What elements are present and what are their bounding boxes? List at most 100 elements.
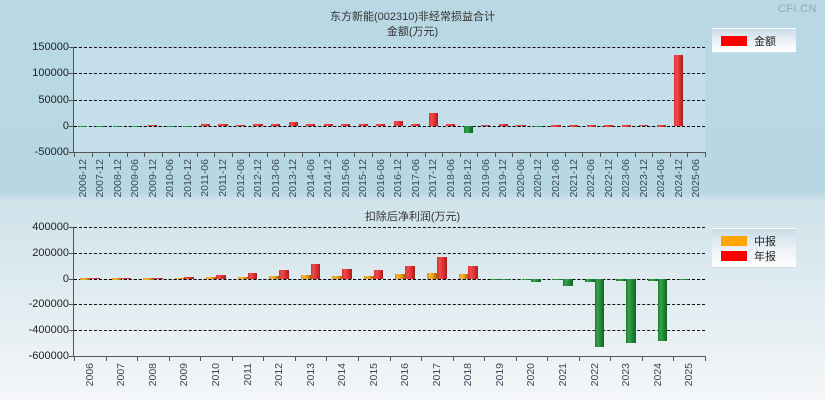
bar[interactable]: [584, 278, 595, 282]
bar[interactable]: [310, 264, 321, 279]
bar[interactable]: [200, 124, 210, 126]
legend-item-amount[interactable]: 金额: [721, 33, 785, 48]
bar[interactable]: [148, 124, 158, 127]
bar[interactable]: [235, 124, 246, 127]
bar[interactable]: [674, 54, 684, 126]
bar[interactable]: [206, 277, 216, 279]
x-axis-tick-mark: [196, 152, 198, 157]
bar[interactable]: [553, 278, 563, 281]
legend-item-annual[interactable]: 年报: [721, 248, 785, 263]
bar[interactable]: [247, 273, 258, 279]
bar[interactable]: [358, 124, 368, 126]
x-axis-tick-mark: [599, 152, 601, 157]
bar[interactable]: [626, 278, 636, 344]
bar[interactable]: [468, 266, 479, 279]
bar[interactable]: [300, 275, 311, 279]
bar[interactable]: [363, 276, 374, 279]
x-axis-tick-label: 2014-06: [304, 159, 317, 198]
bar[interactable]: [458, 273, 469, 279]
bar[interactable]: [621, 125, 631, 127]
x-axis-tick-label: 2017-06: [409, 159, 422, 198]
x-axis-tick-label: 2013-12: [287, 159, 300, 198]
bar[interactable]: [395, 274, 406, 279]
bar[interactable]: [427, 273, 437, 279]
bar[interactable]: [551, 125, 561, 127]
bar[interactable]: [95, 125, 105, 128]
bottom-chart-panel: 扣除后净利润(万元) 400000 200000 0 -200000 -400000 -6…: [0, 205, 825, 400]
bar[interactable]: [516, 124, 526, 127]
bar[interactable]: [656, 125, 666, 127]
bar[interactable]: [323, 124, 333, 126]
bar[interactable]: [184, 277, 195, 279]
bar[interactable]: [498, 123, 508, 126]
bar[interactable]: [237, 277, 248, 279]
x-axis-tick-label: 2015: [367, 363, 380, 387]
bar[interactable]: [218, 124, 228, 126]
bar[interactable]: [436, 257, 447, 279]
bar[interactable]: [113, 125, 123, 128]
bar[interactable]: [269, 275, 280, 279]
bar[interactable]: [393, 120, 403, 126]
bar[interactable]: [130, 125, 140, 128]
x-axis-tick-mark: [407, 152, 409, 157]
bar[interactable]: [152, 277, 163, 280]
bar[interactable]: [271, 124, 281, 126]
bar[interactable]: [306, 123, 316, 126]
bar[interactable]: [533, 125, 544, 128]
y-axis-tick-label: 200000: [32, 246, 69, 259]
legend-swatch-annual-icon: [721, 250, 747, 261]
bar[interactable]: [481, 124, 491, 127]
bar[interactable]: [446, 124, 456, 126]
bar[interactable]: [279, 269, 289, 279]
bar[interactable]: [647, 278, 658, 281]
bar[interactable]: [463, 125, 473, 133]
bar[interactable]: [604, 125, 614, 127]
x-axis-tick-mark: [512, 152, 514, 157]
bar[interactable]: [594, 278, 605, 347]
bar[interactable]: [376, 124, 386, 126]
x-axis-tick-mark: [74, 356, 75, 361]
bar[interactable]: [165, 125, 175, 128]
legend-item-interim[interactable]: 中报: [721, 233, 785, 248]
bar[interactable]: [679, 278, 690, 281]
bar[interactable]: [639, 124, 649, 127]
y-axis-tick-mark: [69, 125, 74, 127]
bar[interactable]: [490, 278, 500, 281]
bar[interactable]: [183, 125, 193, 128]
legend-label-annual: 年报: [754, 250, 776, 263]
bar[interactable]: [521, 278, 532, 281]
bar[interactable]: [616, 278, 627, 282]
bar[interactable]: [657, 278, 668, 341]
bar[interactable]: [253, 124, 263, 126]
bar[interactable]: [342, 268, 352, 279]
bar[interactable]: [411, 123, 421, 126]
bar[interactable]: [89, 277, 100, 280]
x-axis-tick-label: 2006: [83, 363, 96, 387]
x-axis-tick-mark: [452, 356, 454, 361]
bar[interactable]: [174, 277, 185, 280]
bar[interactable]: [288, 122, 298, 126]
bar[interactable]: [373, 269, 384, 279]
bar[interactable]: [111, 278, 122, 280]
bar[interactable]: [341, 124, 351, 126]
bar[interactable]: [568, 125, 579, 127]
x-axis-tick-label: 2006-12: [76, 159, 89, 198]
bar[interactable]: [586, 125, 596, 127]
x-axis-tick-mark: [582, 152, 584, 157]
bar[interactable]: [531, 278, 542, 282]
bar[interactable]: [563, 278, 573, 287]
bar[interactable]: [405, 265, 416, 279]
bar[interactable]: [499, 278, 510, 281]
bar[interactable]: [332, 276, 343, 279]
y-axis-tick-mark: [69, 252, 74, 254]
bar[interactable]: [215, 275, 226, 279]
bar[interactable]: [121, 277, 132, 280]
gridline: [74, 330, 705, 332]
legend-swatch-amount-icon: [721, 35, 747, 46]
x-axis-tick-label: 2011-06: [199, 159, 212, 197]
bar[interactable]: [79, 278, 90, 280]
bar[interactable]: [78, 125, 88, 128]
bar[interactable]: [428, 112, 438, 126]
x-axis-tick-mark: [91, 152, 93, 157]
bar[interactable]: [143, 278, 153, 280]
